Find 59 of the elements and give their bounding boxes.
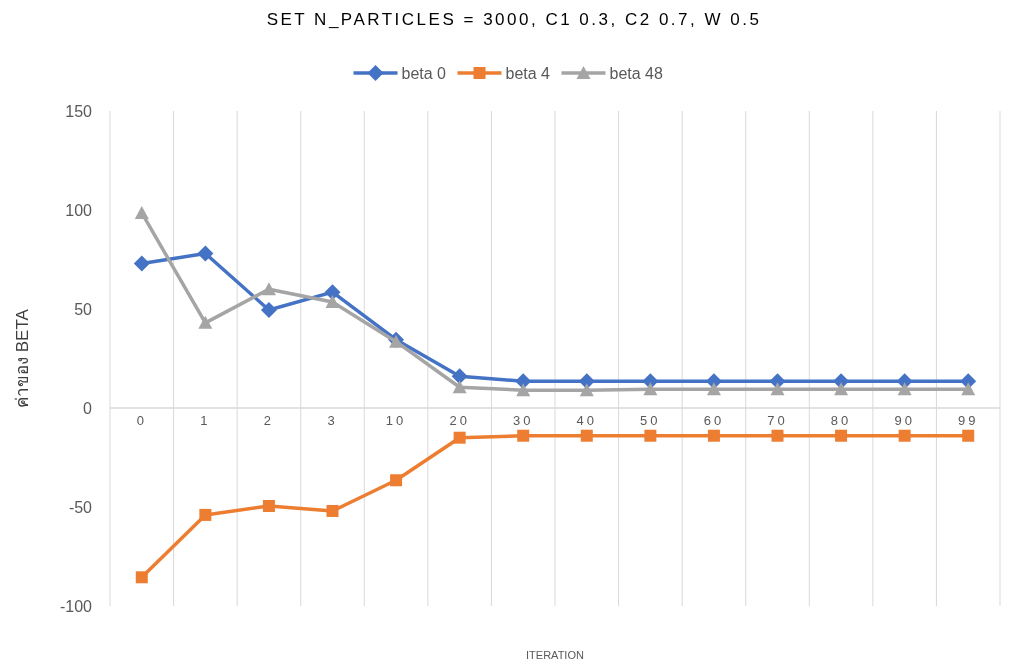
- x-tick-label: 3: [327, 413, 338, 428]
- x-tick-label: 1: [200, 413, 211, 428]
- point: [452, 380, 467, 394]
- y-tick-label: 100: [65, 202, 93, 219]
- x-tick-label: 99: [957, 413, 979, 428]
- y-tick-label: 50: [74, 301, 93, 318]
- point: [133, 255, 150, 272]
- point: [324, 284, 341, 301]
- point: [644, 429, 657, 442]
- point: [326, 504, 339, 517]
- y-tick-label: -100: [59, 598, 93, 615]
- point: [325, 295, 340, 309]
- point: [770, 382, 785, 396]
- point: [451, 368, 468, 385]
- x-tick-label: 50: [640, 413, 661, 428]
- y-tick-label: 0: [83, 400, 93, 417]
- point: [197, 245, 214, 262]
- point: [198, 315, 213, 329]
- x-tick-label: 80: [830, 413, 852, 428]
- point: [707, 429, 720, 442]
- x-tick-label: 10: [385, 413, 407, 428]
- point: [199, 508, 212, 521]
- point: [516, 383, 531, 397]
- point: [706, 382, 721, 396]
- x-tick-label: 0: [136, 413, 147, 428]
- point: [261, 282, 276, 296]
- x-tick-label: 70: [767, 413, 788, 428]
- x-tick-label: 20: [449, 413, 470, 428]
- legend-label: beta 0: [401, 65, 447, 82]
- point: [962, 429, 975, 442]
- point: [262, 500, 275, 513]
- point: [835, 429, 848, 442]
- point: [578, 373, 595, 390]
- point: [643, 382, 658, 396]
- legend-label: beta 4: [505, 65, 551, 82]
- y-tick-label: 150: [65, 103, 93, 120]
- point: [260, 301, 277, 318]
- point: [517, 429, 530, 442]
- point: [834, 382, 849, 396]
- point: [897, 382, 912, 396]
- x-tick-label: 90: [894, 413, 915, 428]
- y-tick-label: -50: [68, 499, 93, 516]
- point: [580, 429, 593, 442]
- point: [898, 429, 911, 442]
- y-axis-title: ค่าของ BETA: [13, 308, 32, 408]
- chart-title: SET N_PARTICLES = 3000, C1 0.3, C2 0.7, W 0.5: [266, 10, 762, 29]
- legend-label: beta 48: [609, 65, 663, 82]
- x-tick-label: 30: [512, 413, 534, 428]
- point: [390, 474, 403, 487]
- x-axis-title: ITERATION: [526, 649, 584, 661]
- x-tick-label: 40: [576, 413, 598, 428]
- point: [961, 382, 976, 396]
- point: [134, 205, 149, 219]
- point: [579, 383, 594, 397]
- point: [135, 571, 148, 584]
- point: [453, 431, 466, 444]
- x-tick-label: 2: [263, 413, 275, 428]
- point: [771, 429, 784, 442]
- x-tick-label: 60: [703, 413, 725, 428]
